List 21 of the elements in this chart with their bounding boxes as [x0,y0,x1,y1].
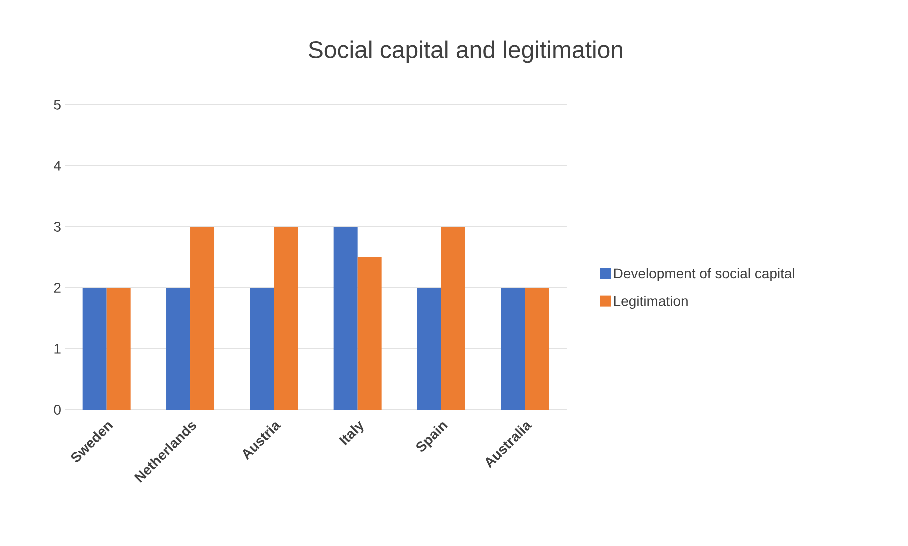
bar [525,288,550,410]
bar [274,226,298,410]
bar [417,288,442,410]
y-tick-label: 5 [54,100,61,110]
bar [358,257,382,410]
bar [190,226,215,410]
bar [166,288,191,410]
bar [106,288,131,410]
y-tick-label: 2 [54,283,61,293]
bar [82,288,107,410]
legend-label: Legitimation [614,296,688,310]
bar [501,288,526,410]
bar [442,226,466,410]
bar [250,288,274,410]
y-tick-label: 0 [54,405,61,415]
y-tick-label: 3 [54,222,61,232]
bar [334,226,358,410]
y-tick-label: 4 [54,161,62,171]
y-tick-label: 1 [54,344,61,354]
legend-label: Development of social capital [614,268,794,282]
chart-title: Social capital and legitimation [308,40,622,64]
